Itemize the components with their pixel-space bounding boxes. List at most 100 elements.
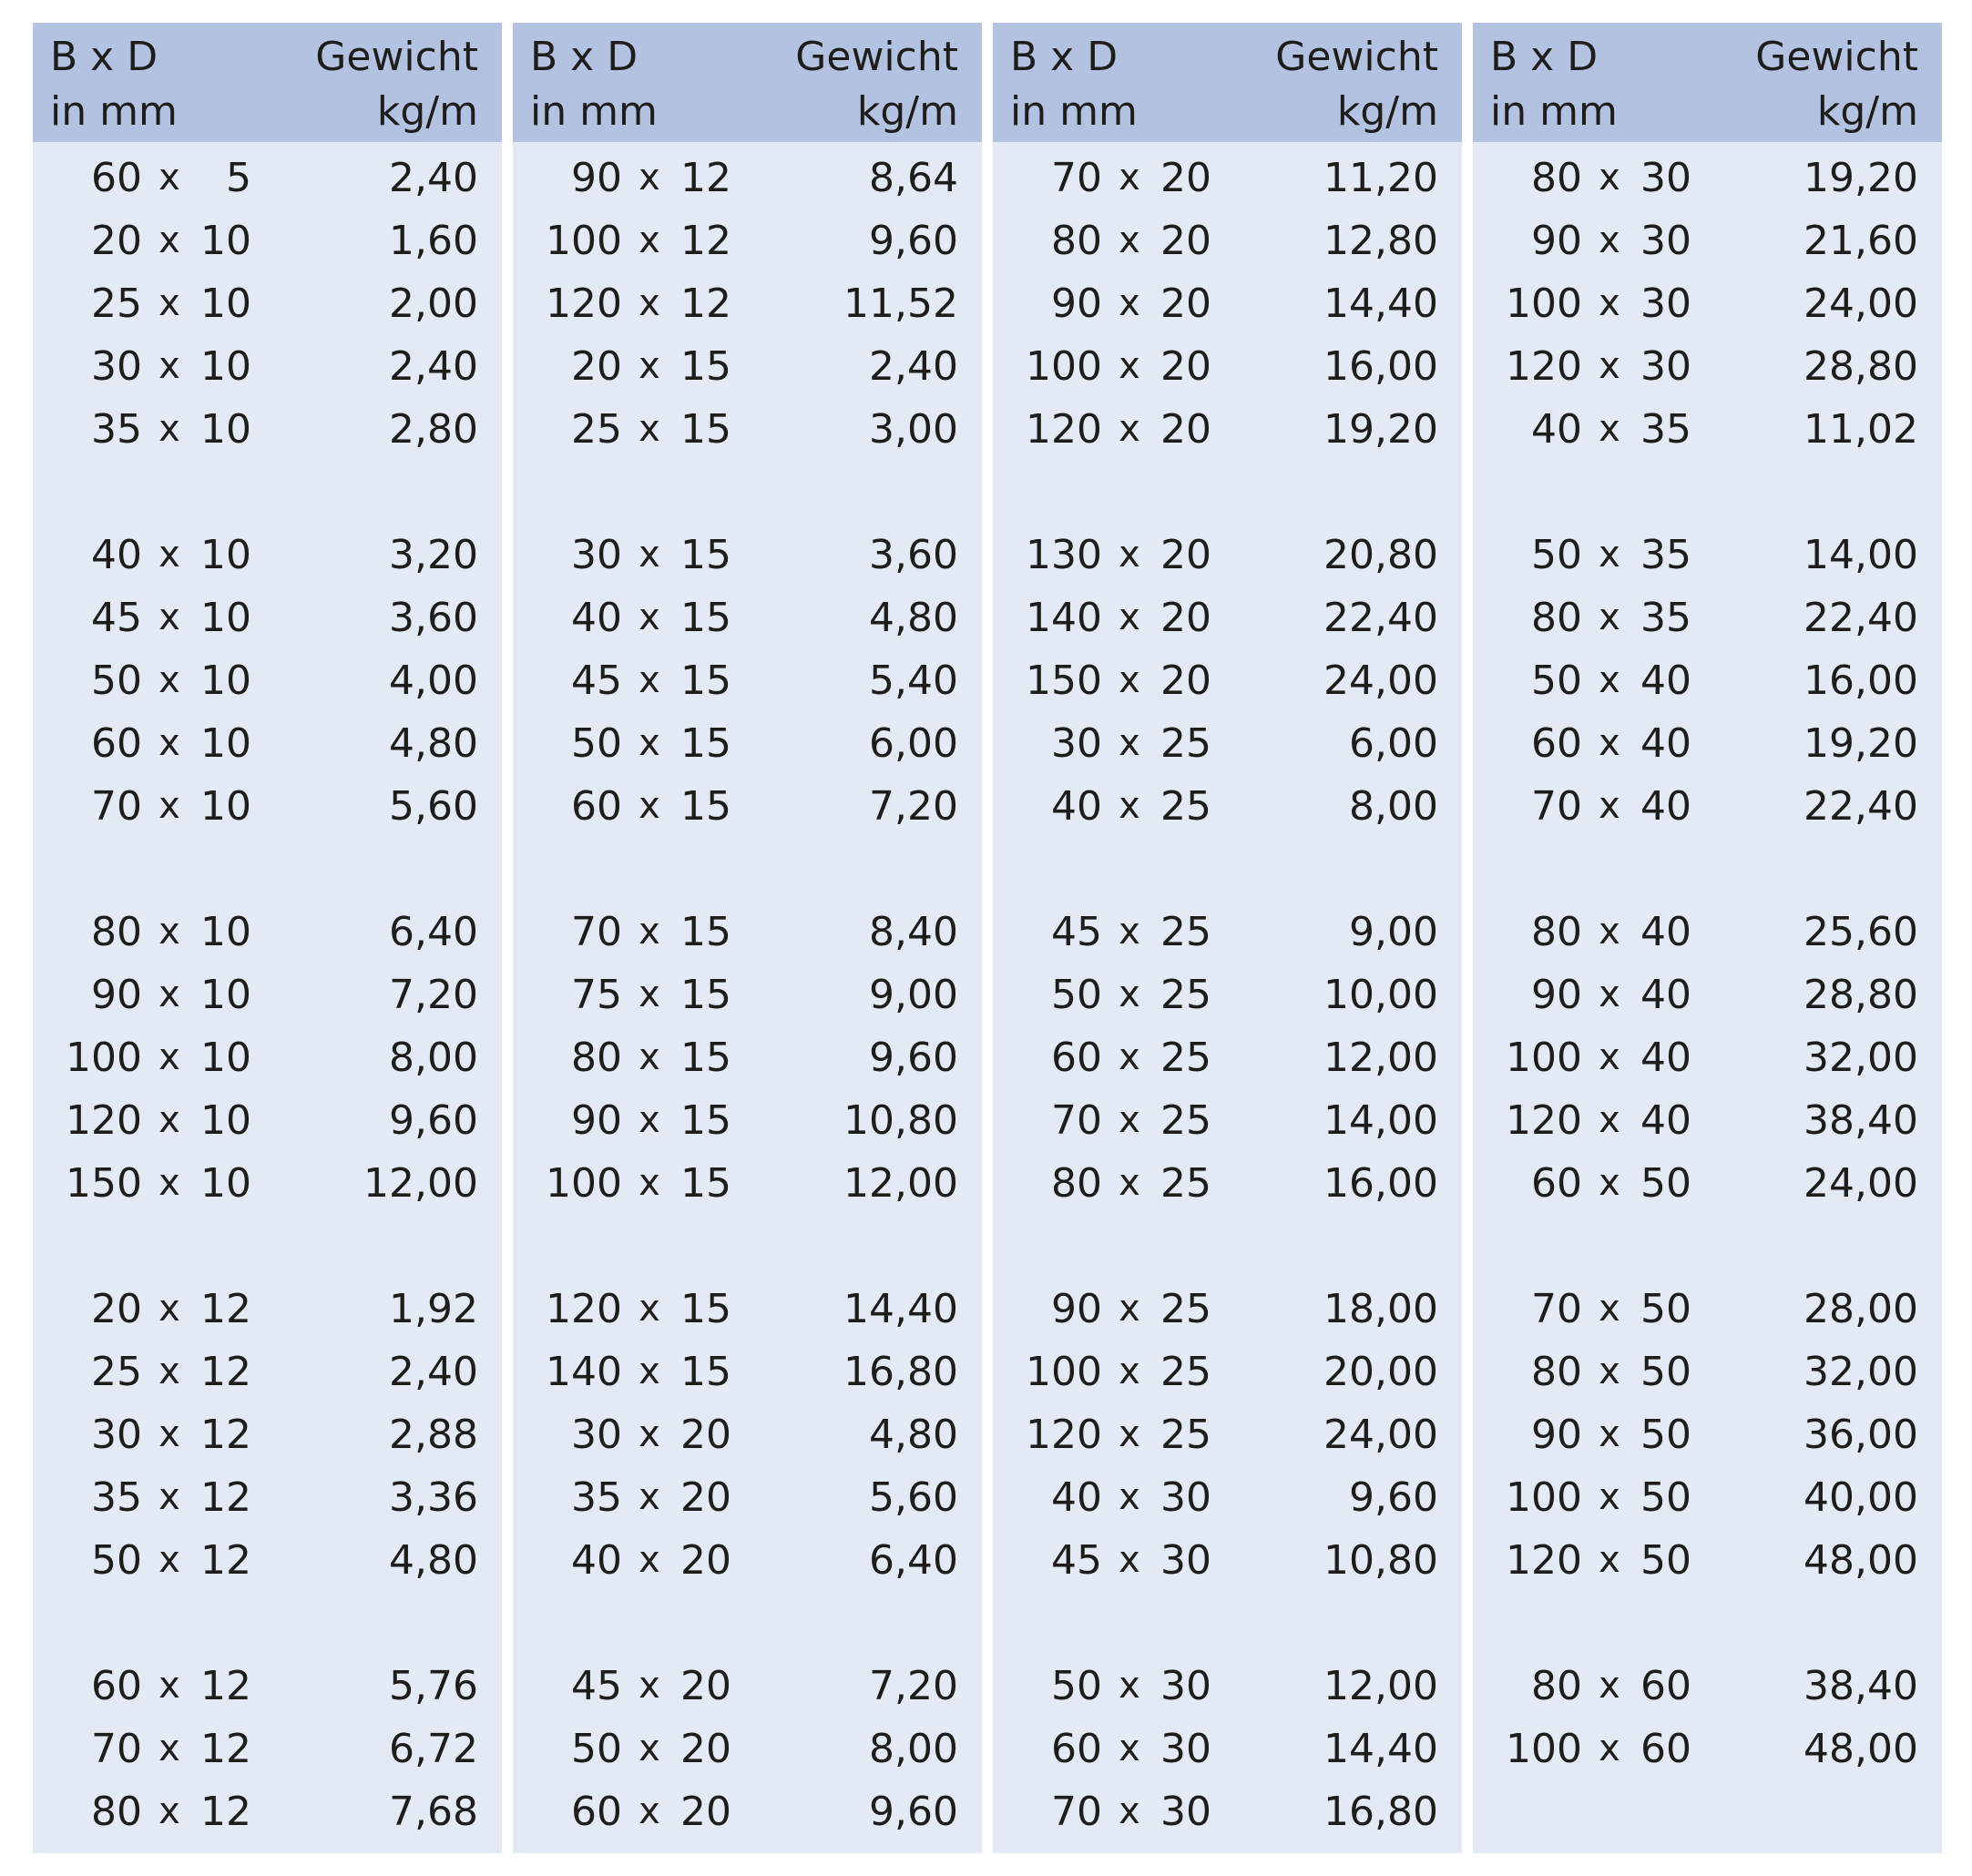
times-sign: x <box>639 1728 660 1769</box>
thickness-value: 15 <box>680 1349 731 1395</box>
times-sign: x <box>639 282 660 324</box>
table-row: 80 x 35 22,40 <box>1473 586 1942 649</box>
weight-value: 16,00 <box>1323 1160 1438 1207</box>
thickness-value: 12 <box>200 1663 251 1709</box>
weight-value: 2,40 <box>869 343 958 390</box>
times-sign: x <box>1119 534 1140 576</box>
weight-value: 25,60 <box>1803 909 1918 955</box>
width-value: 60 <box>1531 1160 1582 1207</box>
table-row: 20 x 10 1,60 <box>33 209 502 272</box>
thickness-value: 25 <box>1160 1412 1211 1458</box>
thickness-value: 50 <box>1640 1160 1691 1207</box>
times-sign: x <box>1119 1728 1140 1769</box>
table-row: 35 x 20 5,60 <box>513 1466 982 1529</box>
times-sign: x <box>1119 1413 1140 1455</box>
table-row: 140 x 20 22,40 <box>993 586 1462 649</box>
weight-value: 14,40 <box>1323 1726 1438 1772</box>
times-sign: x <box>1119 1036 1140 1078</box>
width-value: 60 <box>91 155 142 201</box>
width-value: 70 <box>1051 155 1102 201</box>
weight-value: 40,00 <box>1803 1474 1918 1521</box>
times-sign: x <box>158 345 180 387</box>
thickness-value: 30 <box>1640 218 1691 264</box>
times-sign: x <box>1599 345 1620 387</box>
width-value: 50 <box>1051 1663 1102 1709</box>
weight-header-line2: kg/m <box>856 88 958 135</box>
weight-value: 14,00 <box>1803 532 1918 578</box>
times-sign: x <box>1119 345 1140 387</box>
times-sign: x <box>1119 408 1140 450</box>
weight-value: 9,00 <box>869 972 958 1018</box>
dimension-header-line2: in mm <box>1010 88 1138 135</box>
thickness-value: 50 <box>1640 1412 1691 1458</box>
table-row: 75 x 15 9,00 <box>513 963 982 1026</box>
thickness-value: 15 <box>680 783 731 830</box>
thickness-value: 5 <box>226 155 251 201</box>
times-sign: x <box>158 282 180 324</box>
thickness-value: 30 <box>1160 1663 1211 1709</box>
thickness-value: 40 <box>1640 1035 1691 1081</box>
width-value: 30 <box>91 343 142 390</box>
column-body <box>1473 142 1942 1853</box>
table-row: 120 x 12 11,52 <box>513 272 982 335</box>
times-sign: x <box>1599 219 1620 261</box>
weight-value: 24,00 <box>1323 1412 1438 1458</box>
thickness-value: 12 <box>200 1286 251 1332</box>
thickness-value: 10 <box>200 972 251 1018</box>
thickness-value: 10 <box>200 720 251 767</box>
times-sign: x <box>1599 911 1620 953</box>
times-sign: x <box>639 1162 660 1204</box>
weight-value: 7,68 <box>389 1789 478 1835</box>
width-value: 100 <box>546 1160 622 1207</box>
thickness-value: 12 <box>680 155 731 201</box>
width-value: 90 <box>1531 972 1582 1018</box>
weight-value: 6,00 <box>869 720 958 767</box>
width-value: 100 <box>1026 1349 1102 1395</box>
weight-value: 11,02 <box>1803 406 1918 453</box>
thickness-value: 25 <box>1160 783 1211 830</box>
thickness-value: 20 <box>1160 280 1211 327</box>
weight-value: 16,00 <box>1803 658 1918 704</box>
width-value: 50 <box>1051 972 1102 1018</box>
dimension-header-line1: B x D <box>50 34 158 80</box>
times-sign: x <box>158 1728 180 1769</box>
table-row: 70 x 25 14,00 <box>993 1089 1462 1152</box>
width-value: 120 <box>1506 1097 1582 1144</box>
thickness-value: 12 <box>200 1474 251 1521</box>
weight-value: 2,40 <box>389 155 478 201</box>
times-sign: x <box>639 1413 660 1455</box>
times-sign: x <box>158 1036 180 1078</box>
table-row: 45 x 10 3,60 <box>33 586 502 649</box>
table-row: 30 x 10 2,40 <box>33 335 502 398</box>
thickness-value: 40 <box>1640 720 1691 767</box>
width-value: 75 <box>571 972 622 1018</box>
weight-value: 12,00 <box>1323 1663 1438 1709</box>
weight-value: 7,20 <box>389 972 478 1018</box>
table-row: 130 x 20 20,80 <box>993 524 1462 586</box>
thickness-value: 35 <box>1640 532 1691 578</box>
table-row: 100 x 25 20,00 <box>993 1341 1462 1403</box>
width-value: 60 <box>1051 1726 1102 1772</box>
table-row: 80 x 60 38,40 <box>1473 1655 1942 1718</box>
times-sign: x <box>1599 282 1620 324</box>
times-sign: x <box>639 1539 660 1581</box>
width-value: 80 <box>1531 909 1582 955</box>
table-row: 150 x 20 24,00 <box>993 649 1462 712</box>
width-value: 100 <box>1506 280 1582 327</box>
times-sign: x <box>158 408 180 450</box>
thickness-value: 20 <box>680 1726 731 1772</box>
weight-value: 4,80 <box>869 1412 958 1458</box>
width-value: 40 <box>1051 783 1102 830</box>
weight-value: 4,00 <box>389 658 478 704</box>
times-sign: x <box>158 911 180 953</box>
table-row: 70 x 50 28,00 <box>1473 1278 1942 1341</box>
dimension-header-line2: in mm <box>50 88 178 135</box>
table-row: 60 x 12 5,76 <box>33 1655 502 1718</box>
width-value: 30 <box>571 532 622 578</box>
times-sign: x <box>158 1539 180 1581</box>
dimension-header: B x D in mm <box>1490 30 1618 139</box>
width-value: 45 <box>571 658 622 704</box>
table-row: 50 x 30 12,00 <box>993 1655 1462 1718</box>
times-sign: x <box>158 974 180 1015</box>
weight-value: 20,80 <box>1323 532 1438 578</box>
